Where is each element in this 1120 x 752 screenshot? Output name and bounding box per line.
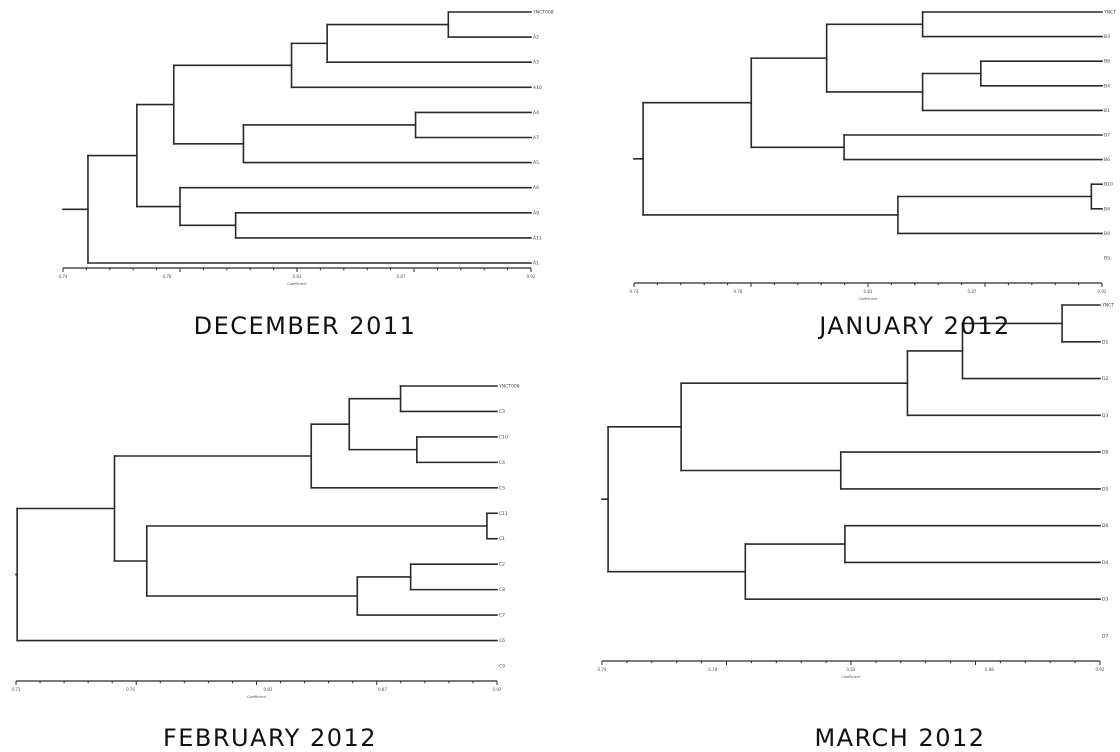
leaf-label: C2 [499,562,505,568]
leaf-label: C4 [499,460,505,466]
leaf-label: A3 [533,60,539,66]
leaf-label: B5 [1104,256,1110,262]
axis-tick-label: 0.92 [493,687,502,692]
leaf-label: B6 [1104,157,1110,163]
leaf-label: YNCT008 [532,10,554,16]
leaf-label: A5 [533,160,539,166]
leaf-label: D4 [1102,560,1108,566]
leaf-label: A6 [533,185,539,191]
leaf-label: A1 [533,261,539,267]
leaf-label: B9 [1104,231,1110,237]
leaf-label: A7 [533,135,539,141]
axis-tick-label: 0.74 [598,667,607,672]
leaf-label: A2 [533,35,539,41]
panel-january-2012: YNCT B3 B8 B4 B1 B7 B6 B10 B4 B9 B5 0.74 0.78 0.83 0.8… [630,10,1117,302]
leaf-label: C9 [499,664,505,670]
leaf-label: C7 [499,613,505,619]
leaf-label: YNCT [1101,303,1114,309]
leaf-label: C6 [499,638,505,644]
axis-tick-label: 0.78 [708,667,717,672]
leaf-label: A4 [533,110,539,116]
panel-february-2012: YNCT008 C3 C10 C4 C5 C11 C1 C2 C8 C7 C6 C9 0.71 0.76 0… [12,384,520,700]
leaf-label: B10 [1104,182,1113,188]
axis-tick-label: 0.87 [397,274,406,279]
title-march-2012: MARCH 2012 [814,724,985,752]
leaf-label: B8 [1104,59,1110,65]
axis-title: Coefficient [858,297,878,301]
leaf-label: D7 [1102,634,1108,640]
title-january-2012: JANUARY 2012 [817,312,1011,340]
leaf-label: C3 [499,409,505,415]
axis-tick-label: 0.87 [968,289,977,294]
leaf-label: D3 [1102,597,1108,603]
axis-title: Coefficient [841,675,861,679]
title-february-2012: FEBRUARY 2012 [163,724,377,752]
axis-tick-label: 0.76 [126,687,135,692]
leaf-label: YNCT [1103,10,1116,16]
leaf-label: D6 [1102,523,1108,529]
leaf-label: B4 [1104,83,1110,89]
axis-tick-label: 0.83 [847,667,856,672]
leaf-label: D3 [1102,413,1108,419]
axis-tick-label: 0.74 [59,274,68,279]
panel-december-2011: YNCT008 A2 A3 A10 A4 A7 A5 A6 A9 A11 A1 0.74 0.78 0.8… [59,10,554,287]
panel-march-2012: YNCT D1 D2 D3 D8 D5 D6 D4 D3 D7 0.74 0.78 0.83 0.88 0.… [598,303,1115,680]
axis-tick-label: 0.92 [1096,667,1105,672]
axis-title: Coefficient [287,282,307,286]
axis-tick-label: 0.78 [734,289,743,294]
axis-tick-label: 0.87 [378,687,387,692]
axis-tick-label: 0.74 [630,289,639,294]
leaf-label: YNCT008 [498,384,520,390]
leaf-label: D1 [1102,339,1108,345]
leaf-label: B7 [1104,133,1110,139]
axis-tick-label: 0.88 [985,667,994,672]
axis-title: Coefficient [247,695,267,699]
axis-tick-label: 0.78 [163,274,172,279]
leaf-label: A10 [533,85,542,91]
leaf-label: B4 [1104,206,1110,212]
leaf-label: D5 [1102,486,1108,492]
leaf-label: C5 [499,485,505,491]
title-december-2011: DECEMBER 2011 [194,312,417,340]
leaf-label: C10 [499,434,508,440]
axis-tick-label: 0.92 [1098,289,1107,294]
leaf-label: A9 [533,210,539,216]
leaf-label: C11 [499,511,508,517]
leaf-label: B1 [1104,108,1110,114]
leaf-label: D8 [1102,450,1108,456]
axis-tick-label: 0.83 [293,274,302,279]
leaf-label: C8 [499,587,505,593]
leaf-label: A11 [533,235,542,241]
leaf-label: C1 [499,536,505,542]
axis-tick-label: 0.71 [12,687,21,692]
axis-tick-label: 0.83 [864,289,873,294]
axis-tick-label: 0.82 [263,687,272,692]
leaf-label: D2 [1102,376,1108,382]
axis-tick-label: 0.92 [527,274,536,279]
leaf-label: B3 [1104,34,1110,40]
